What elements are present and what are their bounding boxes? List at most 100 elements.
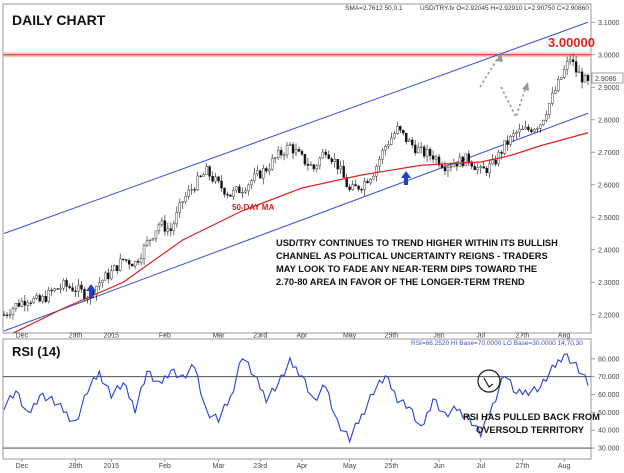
candle-body	[500, 151, 503, 154]
candle-body	[119, 258, 122, 271]
candle-body	[124, 259, 128, 261]
y-tick-label: 30.000	[598, 446, 620, 453]
main-annotation-line-4: 2.70-80 AREA IN FAVOR OF THE LONGER-TERM…	[276, 277, 525, 287]
candle-body	[121, 258, 125, 260]
y-tick-label: 2.6000	[598, 182, 620, 189]
up-arrow-icon	[86, 284, 96, 298]
candle-body	[336, 159, 339, 170]
candle-body	[288, 144, 292, 146]
y-tick-label: 2.5000	[598, 215, 620, 222]
candle-body	[23, 300, 27, 306]
x-tick-label: Jun	[433, 333, 444, 340]
candle-body	[360, 189, 363, 191]
candle-body	[303, 154, 307, 165]
y-tick-label: 60.000	[598, 392, 620, 399]
candle-body	[348, 186, 351, 190]
candle-body	[226, 194, 229, 196]
x-tick-label: Feb	[159, 463, 171, 470]
candle-body	[104, 272, 107, 281]
candle-body	[256, 170, 259, 175]
candle-body	[571, 59, 575, 62]
candle-body	[178, 202, 181, 213]
candle-body	[282, 154, 286, 156]
y-tick-label: 2.7000	[598, 150, 620, 157]
candle-body	[449, 166, 453, 168]
y-tick-label: 50.000	[598, 410, 620, 417]
candle-body	[551, 92, 554, 104]
candle-body	[8, 314, 12, 316]
candle-body	[408, 139, 411, 142]
candle-body	[235, 186, 238, 191]
candle-body	[3, 314, 6, 316]
candle-body	[107, 272, 110, 280]
candle-body	[318, 157, 322, 166]
candle-body	[315, 165, 319, 170]
x-tick-label: May	[343, 463, 357, 470]
candle-body	[488, 163, 491, 173]
candle-body	[524, 126, 527, 130]
x-tick-label: Apr	[297, 463, 309, 470]
candle-body	[145, 240, 149, 246]
candle-body	[366, 180, 369, 184]
candle-body	[187, 189, 190, 197]
candle-body	[101, 279, 104, 283]
rsi-y-axis: 30.000 40.000 50.000 60.000 70.000 80.000	[591, 356, 620, 453]
candle-body	[205, 166, 208, 175]
candle-body	[554, 90, 557, 94]
x-tick-label: Feb	[159, 333, 171, 340]
candle-body	[259, 170, 262, 179]
x-tick-label: 25th	[385, 333, 399, 340]
candle-body	[41, 296, 44, 302]
candle-body	[26, 302, 30, 306]
x-tick-label: Aug	[558, 333, 571, 340]
candle-body	[77, 284, 80, 292]
x-tick-label: Dec	[16, 333, 29, 340]
candle-body	[399, 126, 402, 131]
candle-body	[327, 154, 330, 159]
candle-body	[446, 167, 450, 172]
candle-body	[470, 161, 473, 167]
candle-body	[136, 261, 140, 263]
candle-body	[568, 59, 572, 62]
candle-body	[151, 238, 155, 241]
candle-body	[342, 165, 345, 178]
candle-body	[557, 79, 560, 91]
candle-body	[5, 314, 9, 316]
candle-body	[437, 156, 441, 166]
candle-body	[384, 145, 387, 151]
candle-body	[443, 167, 447, 172]
rsi-pointer-icon	[483, 377, 494, 388]
candle-body	[172, 223, 176, 231]
main-y-axis: 2.2000 2.3000 2.4000 2.5000 2.6000 2.7000 2.80…	[591, 20, 620, 319]
main-x-axis: Dec 29th 2015 Feb Mar 23rd Apr May 25th Jun Jul 27t…	[16, 333, 571, 340]
candle-body	[83, 288, 86, 300]
candle-body	[17, 303, 21, 307]
candle-body	[14, 303, 18, 309]
candle-body	[387, 144, 390, 147]
candle-body	[116, 265, 119, 271]
candle-body	[241, 192, 244, 194]
candle-body	[65, 280, 68, 287]
candle-body	[428, 149, 432, 156]
candle-body	[291, 144, 295, 154]
candle-body	[583, 75, 587, 83]
candle-body	[577, 71, 581, 73]
candle-body	[62, 280, 65, 289]
candle-body	[515, 131, 518, 134]
x-tick-label: 29th	[69, 333, 83, 340]
candle-body	[214, 176, 217, 182]
y-tick-label: 2.8000	[598, 117, 620, 124]
candle-body	[193, 189, 196, 191]
candle-body	[464, 153, 468, 167]
candle-body	[68, 286, 71, 288]
candle-body	[238, 186, 241, 193]
candle-body	[160, 220, 164, 225]
candle-body	[142, 245, 146, 259]
candle-body	[265, 168, 268, 172]
candle-body	[452, 163, 456, 167]
candle-body	[431, 155, 435, 160]
candle-body	[476, 167, 479, 171]
candle-body	[273, 157, 277, 159]
candle-body	[461, 156, 465, 167]
